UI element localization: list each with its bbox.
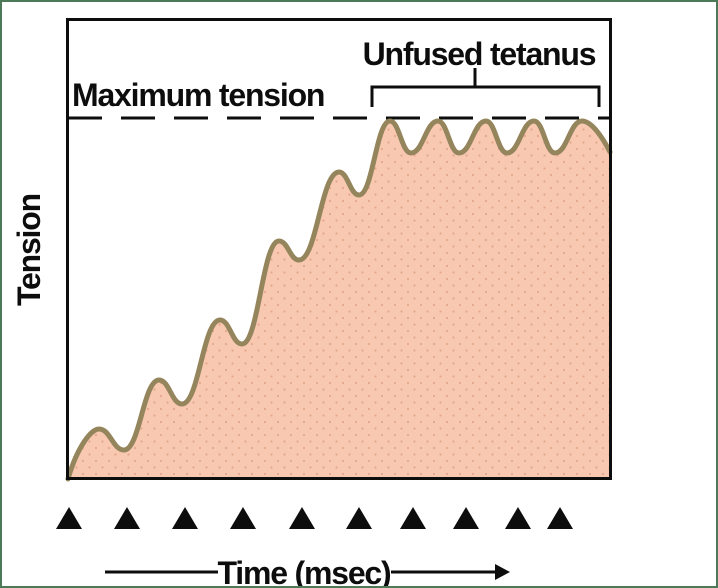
stimulus-triangle-icon [230,507,256,529]
stimulus-triangle-icon [56,507,82,529]
stimulus-triangle-icon [172,507,198,529]
right-arrow-icon [495,564,510,580]
stimulus-triangle-icon [346,507,372,529]
unfused-tetanus-label: Unfused tetanus [362,36,597,72]
tension-curve-line [65,118,613,482]
stimulus-triangle-icon [453,507,479,529]
stimulus-triangle-icon [114,507,140,529]
maximum-tension-label: Maximum tension [72,77,325,113]
x-axis-label: Time (msec) [217,555,392,588]
tension-curve-fill [68,121,611,479]
unfused-tetanus-bracket [370,68,601,107]
plot-border [66,18,612,480]
y-axis-label: Tension [11,194,47,306]
stimulus-triangle-icon [547,507,573,529]
stimulus-triangle-icon [400,507,426,529]
stimulus-markers [56,507,573,529]
stimulus-triangle-icon [505,507,531,529]
stimulus-triangle-icon [289,507,315,529]
